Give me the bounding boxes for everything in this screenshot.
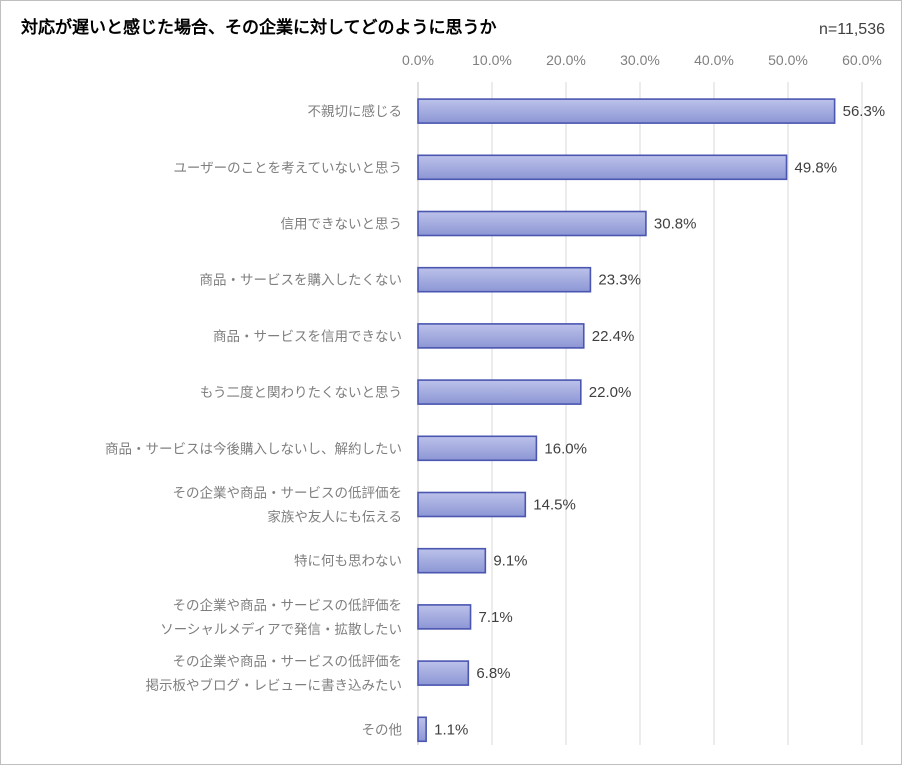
- category-label: 商品・サービスを購入したくない: [200, 273, 403, 289]
- x-tick-label: 30.0%: [620, 52, 660, 68]
- bar: [417, 210, 647, 237]
- bar: [417, 716, 427, 743]
- value-labels: 56.3% 49.8% 30.8% 23.3% 22.4% 22.0% 16.0% 14.5%…: [434, 103, 885, 738]
- category-labels: 不親切に感じるユーザーのことを考えていないと思う信用できないと思う商品・サービス…: [105, 103, 402, 738]
- x-tick-label: 20.0%: [546, 52, 586, 68]
- category-label: その他: [362, 722, 403, 738]
- category-label: 信用できないと思う: [281, 217, 403, 233]
- category-label: 不親切に感じる: [308, 103, 403, 120]
- bar: [417, 491, 527, 518]
- category-label: ユーザーのことを考えていないと思う: [173, 160, 402, 176]
- bar: [417, 379, 582, 405]
- category-label: その企業や商品・サービスの低評価を: [173, 597, 403, 614]
- bar: [417, 98, 836, 124]
- data-label: 16.0%: [544, 440, 587, 457]
- chart-title: 対応が遅いと感じた場合、その企業に対してどのように思うか: [21, 18, 497, 38]
- data-label: 30.8%: [654, 216, 697, 233]
- bar: [417, 547, 487, 574]
- sample-size-label: n=11,536: [819, 21, 885, 38]
- bar: [417, 323, 585, 349]
- data-label: 49.8%: [795, 159, 838, 176]
- bar: [417, 154, 788, 181]
- category-label: その企業や商品・サービスの低評価を: [173, 485, 403, 502]
- bar: [417, 435, 538, 462]
- data-label: 9.1%: [493, 553, 527, 570]
- category-label: 掲示板やブログ・レビューに書き込みたい: [146, 677, 403, 694]
- x-tick-label: 60.0%: [842, 52, 882, 68]
- grid-lines: [417, 82, 863, 745]
- x-axis-ticks: 0.0% 10.0% 20.0% 30.0% 40.0% 50.0% 60.0%: [402, 52, 882, 68]
- bar: [417, 660, 470, 686]
- category-label: 商品・サービスは今後購入しないし、解約したい: [105, 441, 402, 457]
- x-tick-label: 40.0%: [694, 52, 734, 68]
- category-label: 特に何も思わない: [294, 554, 402, 570]
- data-label: 7.1%: [479, 609, 513, 626]
- data-label: 14.5%: [533, 497, 576, 514]
- category-label: その企業や商品・サービスの低評価を: [173, 653, 403, 670]
- x-tick-label: 10.0%: [472, 52, 512, 68]
- category-label: もう二度と関わりたくないと思う: [200, 385, 402, 401]
- x-tick-label: 0.0%: [402, 52, 434, 68]
- category-label: 家族や友人にも伝える: [267, 509, 402, 526]
- data-label: 22.4%: [592, 328, 635, 345]
- data-label: 6.8%: [476, 665, 510, 682]
- data-label: 22.0%: [589, 384, 632, 401]
- data-label: 23.3%: [598, 272, 641, 289]
- data-label: 1.1%: [434, 721, 468, 738]
- bar: [417, 604, 472, 630]
- x-tick-label: 50.0%: [768, 52, 808, 68]
- bar: [417, 266, 592, 293]
- bars: [417, 98, 836, 743]
- data-label: 56.3%: [843, 103, 886, 120]
- category-label: 商品・サービスを信用できない: [213, 329, 402, 345]
- category-label: ソーシャルメディアで発信・拡散したい: [160, 621, 402, 638]
